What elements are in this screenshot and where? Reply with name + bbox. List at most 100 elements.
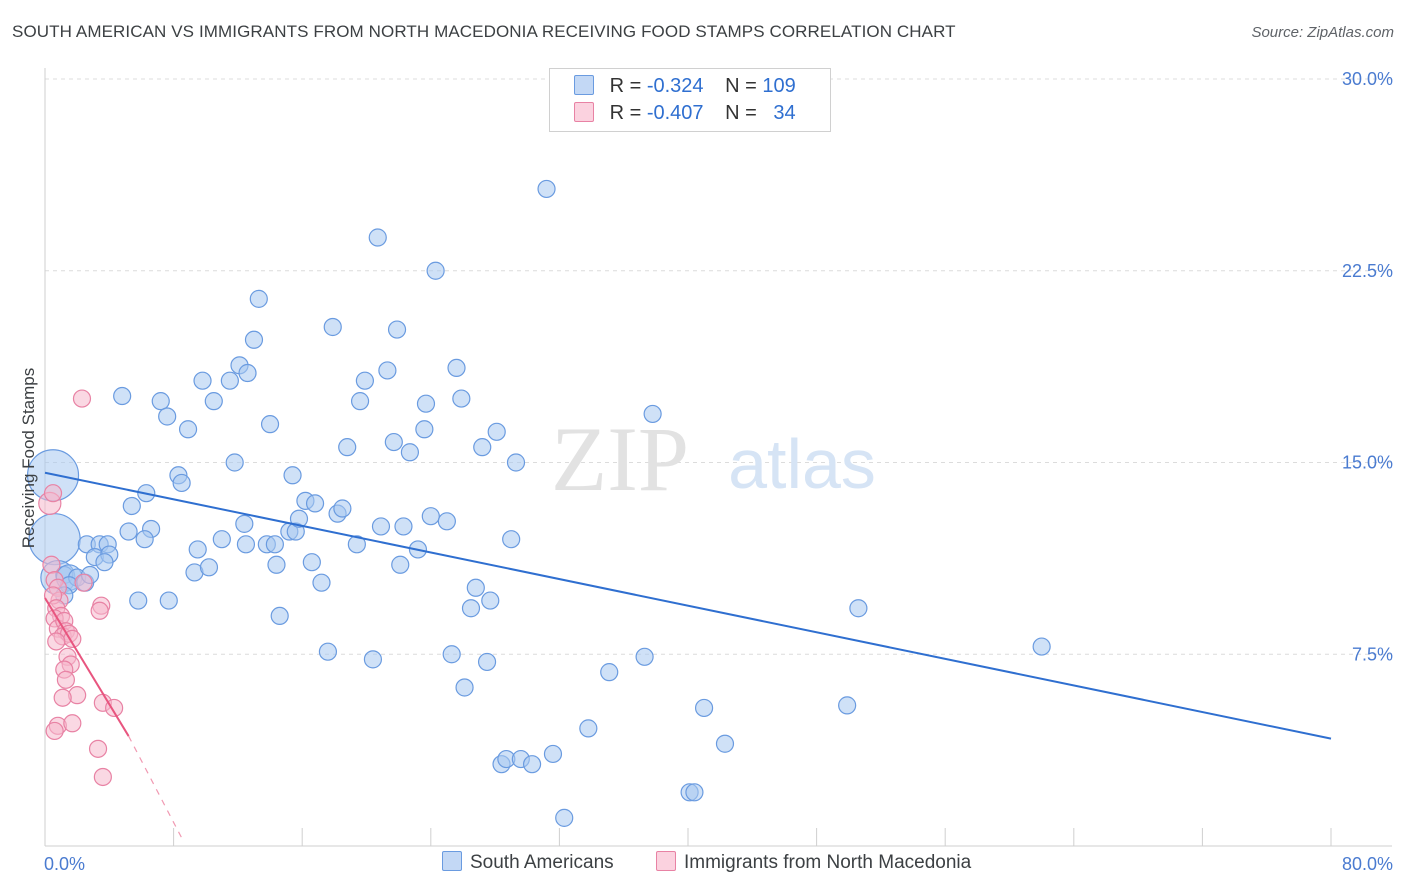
north-macedonia-trend-extension bbox=[128, 735, 184, 842]
south-american-point bbox=[643, 404, 662, 424]
south-american-point bbox=[158, 407, 177, 426]
south-american-point bbox=[635, 647, 654, 666]
south-american-point bbox=[715, 734, 735, 753]
south-american-point bbox=[323, 317, 342, 337]
north-macedonia-point bbox=[42, 555, 61, 574]
south-american-point bbox=[289, 509, 309, 528]
chart-title: SOUTH AMERICAN VS IMMIGRANTS FROM NORTH … bbox=[12, 22, 956, 41]
watermark-atlas: atlas bbox=[728, 425, 876, 503]
legend-r-label: R = bbox=[609, 75, 647, 97]
south-american-point bbox=[188, 540, 207, 559]
legend-swatch-blue bbox=[574, 75, 594, 95]
south-american-point bbox=[502, 530, 521, 549]
south-american-point bbox=[838, 696, 857, 715]
data-points bbox=[26, 179, 1051, 827]
south-american-point bbox=[236, 535, 256, 554]
trend-lines bbox=[44, 471, 1332, 842]
south-american-point bbox=[473, 438, 492, 457]
north-macedonia-point bbox=[90, 601, 109, 620]
south-american-point bbox=[416, 394, 436, 413]
south-american-point bbox=[461, 599, 481, 618]
south-american-point bbox=[426, 261, 445, 280]
south-american-point bbox=[694, 698, 714, 718]
south-american-point bbox=[391, 555, 410, 574]
south-american-point bbox=[522, 755, 542, 774]
bottom-legend-south-americans: South Americans bbox=[442, 851, 614, 874]
bottom-legend-swatch-blue bbox=[442, 851, 462, 871]
south-american-point bbox=[437, 512, 456, 531]
south-american-point bbox=[387, 320, 407, 339]
south-american-point bbox=[481, 591, 500, 610]
south-american-point bbox=[455, 678, 474, 697]
south-american-point bbox=[452, 389, 471, 408]
y-tick-label: 22.5% bbox=[1342, 261, 1393, 281]
south-american-point bbox=[199, 558, 219, 577]
bottom-legend-swatch-pink bbox=[656, 851, 676, 871]
south-american-point bbox=[368, 228, 387, 247]
south-american-point bbox=[442, 645, 461, 664]
legend-row-south-americans: R = -0.324 N = 109 bbox=[574, 75, 796, 99]
south-american-point bbox=[371, 517, 391, 536]
south-american-point bbox=[249, 289, 268, 308]
south-american-point bbox=[378, 361, 397, 380]
south-american-point bbox=[95, 553, 114, 572]
north-macedonia-point bbox=[93, 767, 112, 787]
north-macedonia-point bbox=[72, 389, 92, 408]
south-american-point bbox=[338, 438, 357, 457]
south-american-point bbox=[172, 473, 191, 493]
south-american-point bbox=[333, 499, 352, 518]
stats-legend: R = -0.324 N = 109 R = -0.407 N = 34 bbox=[549, 68, 831, 132]
bottom-legend-label: South Americans bbox=[470, 852, 614, 873]
north-macedonia-point bbox=[43, 484, 63, 503]
south-american-point bbox=[265, 535, 284, 554]
south-american-point bbox=[421, 507, 440, 526]
south-american-point bbox=[283, 466, 302, 485]
south-american-point bbox=[600, 663, 619, 682]
north-macedonia-point bbox=[63, 714, 82, 733]
x-tick-label: 80.0% bbox=[1342, 854, 1393, 874]
south-american-point bbox=[477, 652, 497, 672]
south-american-point bbox=[487, 422, 506, 441]
south-american-point bbox=[212, 530, 231, 549]
south-american-point bbox=[543, 744, 563, 764]
north-macedonia-point bbox=[53, 688, 72, 707]
south-american-point bbox=[849, 599, 868, 618]
south-american-point bbox=[305, 494, 325, 513]
south-american-point bbox=[193, 371, 212, 390]
legend-n-value: 34 bbox=[773, 102, 796, 124]
south-american-point bbox=[119, 522, 138, 541]
north-macedonia-point bbox=[45, 721, 64, 741]
south-american-point bbox=[384, 432, 403, 452]
south-american-point bbox=[204, 392, 223, 411]
y-tick-label: 7.5% bbox=[1352, 644, 1393, 664]
south-american-point bbox=[260, 415, 280, 434]
legend-r-label: R = bbox=[609, 102, 647, 124]
south-american-point bbox=[415, 420, 434, 439]
north-macedonia-point bbox=[56, 670, 75, 689]
legend-r-value: -0.324 bbox=[646, 75, 704, 97]
south-american-trend-line bbox=[44, 471, 1332, 740]
south-american-point bbox=[400, 443, 420, 462]
south-american-point bbox=[244, 330, 264, 349]
south-american-point bbox=[178, 420, 198, 439]
legend-n-label: N = bbox=[725, 75, 763, 97]
watermark-zip: ZIP bbox=[551, 408, 689, 510]
y-tick-label: 15.0% bbox=[1342, 453, 1393, 473]
south-american-point bbox=[537, 179, 556, 199]
south-american-point bbox=[270, 606, 289, 626]
bottom-legend-north-macedonia: Immigrants from North Macedonia bbox=[656, 851, 971, 874]
north-macedonia-point bbox=[88, 739, 108, 758]
south-american-point bbox=[159, 591, 178, 610]
south-american-point bbox=[302, 553, 321, 572]
y-axis-title: Receiving Food Stamps bbox=[19, 368, 38, 548]
south-american-point bbox=[355, 371, 374, 390]
source-label: Source: ZipAtlas.com bbox=[1251, 24, 1394, 41]
south-american-point bbox=[129, 591, 148, 610]
south-american-point bbox=[135, 530, 154, 549]
y-tick-label: 30.0% bbox=[1342, 69, 1393, 89]
south-american-point bbox=[122, 496, 141, 516]
north-macedonia-point bbox=[47, 632, 66, 651]
legend-row-north-macedonia: R = -0.407 N = 34 bbox=[574, 102, 796, 126]
south-american-point bbox=[312, 573, 331, 592]
